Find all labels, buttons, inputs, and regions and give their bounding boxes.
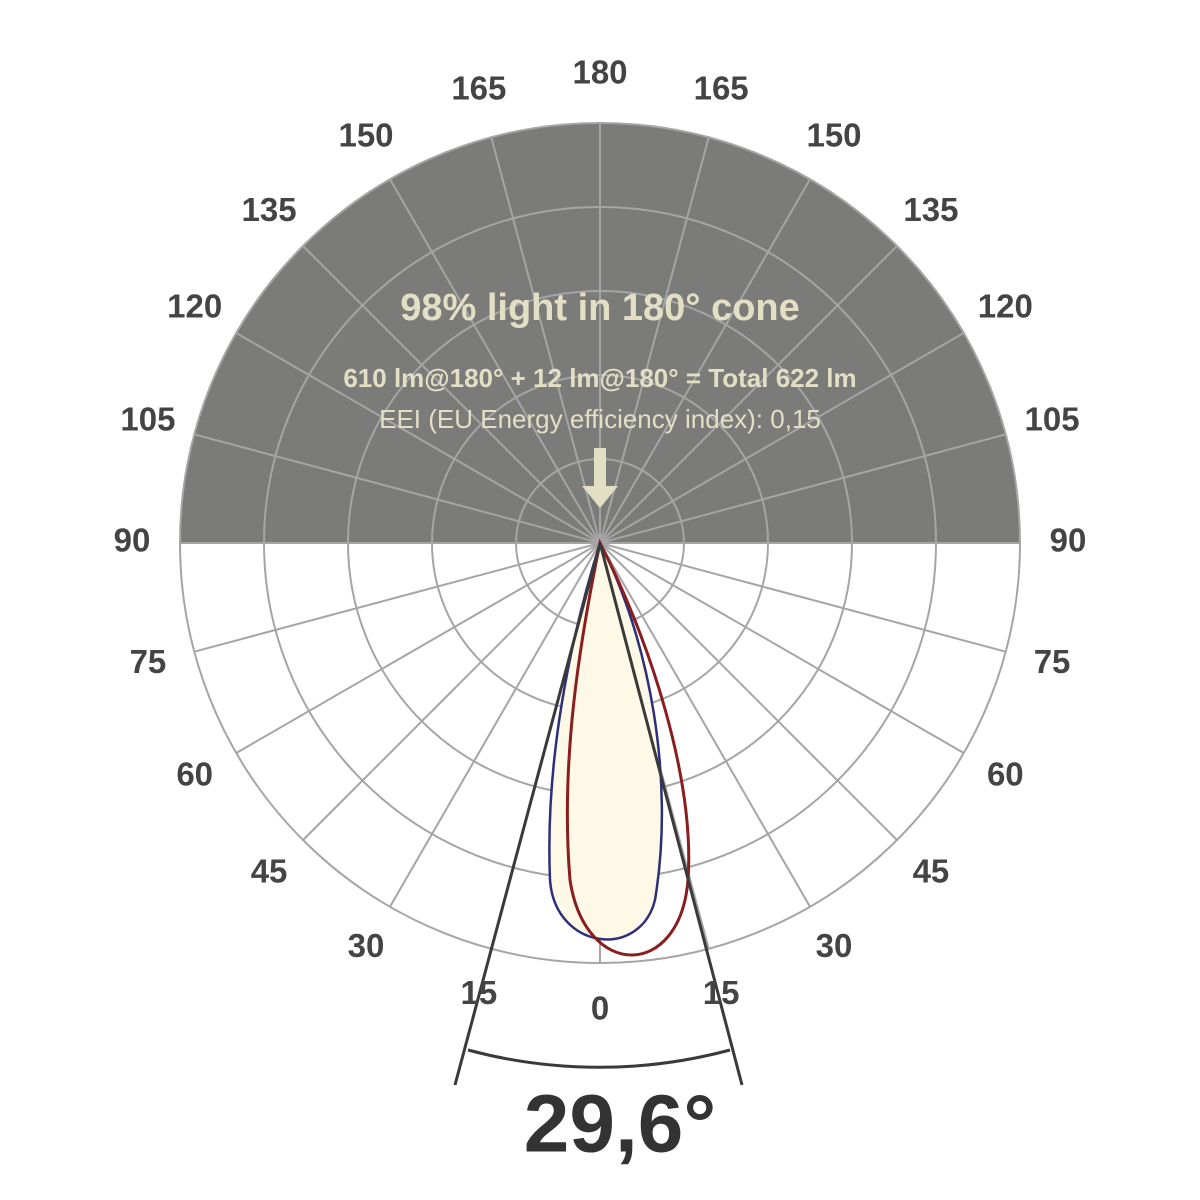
angle-label: 45 [913, 853, 950, 890]
grid-spoke [599, 542, 811, 908]
grid-spoke [599, 245, 898, 544]
grid-spoke [194, 542, 601, 653]
angle-label: 135 [903, 191, 958, 228]
angle-label: 135 [242, 191, 297, 228]
grid-spoke [599, 332, 965, 544]
grid-spoke [194, 433, 601, 544]
angle-label: 60 [176, 756, 213, 793]
angle-labels: 180 0 15 30 45 60 75 90 105 120 135 150 165 15 30 45 60 7… [114, 54, 1087, 1027]
angle-label: 150 [806, 116, 861, 153]
angle-label: 120 [978, 288, 1033, 325]
angle-label: 30 [816, 927, 853, 964]
headline: 98% light in 180° cone [400, 287, 800, 329]
grid-spoke [389, 542, 601, 908]
grid-spoke [599, 542, 898, 841]
grid-spoke [490, 137, 601, 544]
angle-label: 75 [1034, 643, 1071, 680]
angle-label: 60 [987, 756, 1024, 793]
angle-label: 15 [461, 974, 498, 1011]
grid-spoke [389, 178, 601, 544]
flux: 610 lm@180° + 12 lm@180° = Total 622 lm [343, 363, 856, 393]
grid [179, 122, 1021, 964]
grid-spoke [302, 245, 601, 544]
grid-spoke [302, 542, 601, 841]
beam-edge [598, 542, 744, 1086]
beam-arc [467, 1048, 731, 1069]
angle-label: 15 [703, 974, 740, 1011]
grid-spoke [599, 542, 1006, 653]
angle-label: 30 [348, 927, 385, 964]
eei: EEI (EU Energy efficiency index): 0,15 [379, 404, 821, 434]
grid-spoke [235, 332, 601, 544]
angle-label: 165 [451, 70, 506, 107]
c90-curve [565, 538, 691, 957]
grid-spoke [599, 433, 1006, 544]
angle-label: 120 [167, 288, 222, 325]
angle-label: 150 [338, 116, 393, 153]
angle-label: 105 [1025, 401, 1080, 438]
angle-label: 105 [120, 401, 175, 438]
angle-label: 75 [130, 643, 167, 680]
grid-spoke [599, 137, 710, 544]
beam-edge [453, 542, 602, 1086]
angle-label: 90 [1050, 522, 1087, 559]
beam-angle: 29,6° [524, 1079, 716, 1170]
c0-curve [548, 539, 664, 941]
arrow [582, 448, 618, 508]
lobe-fill [549, 543, 662, 940]
angle-label: 90 [114, 522, 151, 559]
grid-spoke [599, 542, 965, 754]
angle-label: 180 [572, 54, 627, 91]
grid-spoke [599, 178, 811, 544]
angle-label: 45 [251, 853, 288, 890]
angle-label: 0 [591, 990, 609, 1027]
grid-spoke [235, 542, 601, 754]
angle-label: 165 [694, 70, 749, 107]
